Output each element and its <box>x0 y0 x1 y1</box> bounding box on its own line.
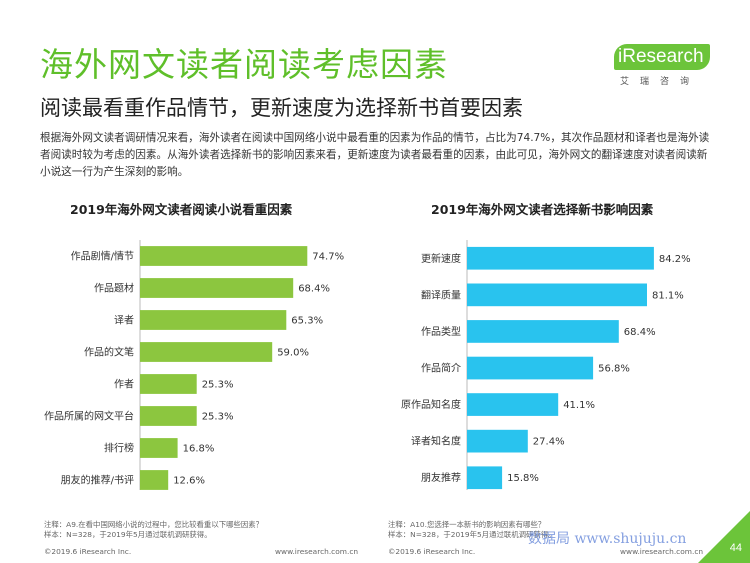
right-copyright: ©2019.6 iResearch Inc. <box>388 547 476 556</box>
category-label: 作品类型 <box>421 325 461 338</box>
value-label: 68.4% <box>298 284 330 295</box>
value-label: 25.3% <box>202 412 234 423</box>
category-label: 朋友的推荐/书评 <box>61 474 134 487</box>
value-label: 27.4% <box>533 437 565 448</box>
value-label: 59.0% <box>277 348 309 359</box>
category-label: 更新速度 <box>421 252 461 265</box>
logo-subtext: 艾瑞咨询 <box>620 77 701 87</box>
bar <box>467 393 559 416</box>
bar <box>140 470 169 490</box>
left-bar-chart: 作品剧情/情节 74.7% 作品题材 68.4% 译者 65.3% 作品的文笔 59.0% 作者… <box>44 240 344 490</box>
bar <box>467 356 594 380</box>
category-label: 作品所属的网文平台 <box>44 410 134 423</box>
category-label: 朋友推荐 <box>421 471 461 484</box>
value-label: 74.7% <box>312 252 344 263</box>
category-label: 译者 <box>114 315 134 327</box>
bar <box>140 406 197 426</box>
logo-badge <box>614 44 710 70</box>
value-label: 25.3% <box>202 380 234 391</box>
value-label: 12.6% <box>173 476 205 487</box>
bar <box>140 342 273 362</box>
bar <box>467 320 619 343</box>
bar <box>467 429 528 453</box>
logo-text: iResearch <box>618 46 704 67</box>
left-copyright: ©2019.6 iResearch Inc. <box>44 547 132 556</box>
value-label: 84.2% <box>659 254 691 265</box>
right-url: www.iresearch.com.cn <box>620 547 704 556</box>
left-note-line1: 注释：A9.在看中国网络小说的过程中，您比较看重以下哪些因素？ <box>44 520 264 529</box>
bar <box>140 438 178 458</box>
page-title: 海外网文读者阅读考虑因素 <box>40 45 448 84</box>
value-label: 15.8% <box>507 473 539 484</box>
bar <box>140 278 294 298</box>
page-subtitle: 阅读最看重作品情节，更新速度为选择新书首要因素 <box>40 96 523 120</box>
value-label: 65.3% <box>291 316 323 327</box>
category-label: 作者 <box>114 379 134 391</box>
category-label: 作品剧情/情节 <box>71 250 134 263</box>
watermark: 数据局 www.shujuju.cn <box>528 531 687 547</box>
bar <box>467 283 647 307</box>
category-label: 作品题材 <box>94 282 134 295</box>
left-note-line2: 样本：N=328，于2019年5月通过联机调研获得。 <box>44 530 212 539</box>
right-note-line1: 注释：A10.您选择一本新书的影响因素有哪些？ <box>388 520 546 529</box>
value-label: 16.8% <box>183 444 215 455</box>
value-label: 81.1% <box>652 290 684 301</box>
bar <box>140 310 287 330</box>
corner-decoration <box>698 511 750 563</box>
right-chart-title: 2019年海外网文读者选择新书影响因素 <box>431 202 654 217</box>
category-label: 作品简介 <box>421 362 461 375</box>
right-note-line2: 样本：N=328，于2019年5月通过联机调研获得。 <box>388 530 556 539</box>
bar <box>140 374 197 394</box>
value-label: 68.4% <box>624 327 656 338</box>
category-label: 原作品知名度 <box>401 398 461 411</box>
bar <box>140 246 308 266</box>
left-chart-title: 2019年海外网文读者阅读小说看重因素 <box>70 202 293 217</box>
bar <box>467 246 654 270</box>
left-url: www.iresearch.com.cn <box>275 547 359 556</box>
value-label: 56.8% <box>598 364 630 375</box>
iresearch-logo: iResearch 艾瑞咨询 <box>614 44 714 90</box>
category-label: 翻译质量 <box>421 289 461 301</box>
category-label: 译者知名度 <box>411 435 461 448</box>
page-number: 44 <box>729 542 742 554</box>
description-text: 根据海外网文读者调研情况来看，海外读者在阅读中国网络小说中最看重的因素为作品的情… <box>40 132 710 178</box>
right-bar-chart: 更新速度 84.2% 翻译质量 81.1% 作品类型 68.4% 作品简介 56.8% 原作品知… <box>401 240 691 490</box>
category-label: 排行榜 <box>104 442 134 455</box>
bar <box>467 466 503 490</box>
category-label: 作品的文笔 <box>84 346 134 359</box>
value-label: 41.1% <box>563 400 595 411</box>
